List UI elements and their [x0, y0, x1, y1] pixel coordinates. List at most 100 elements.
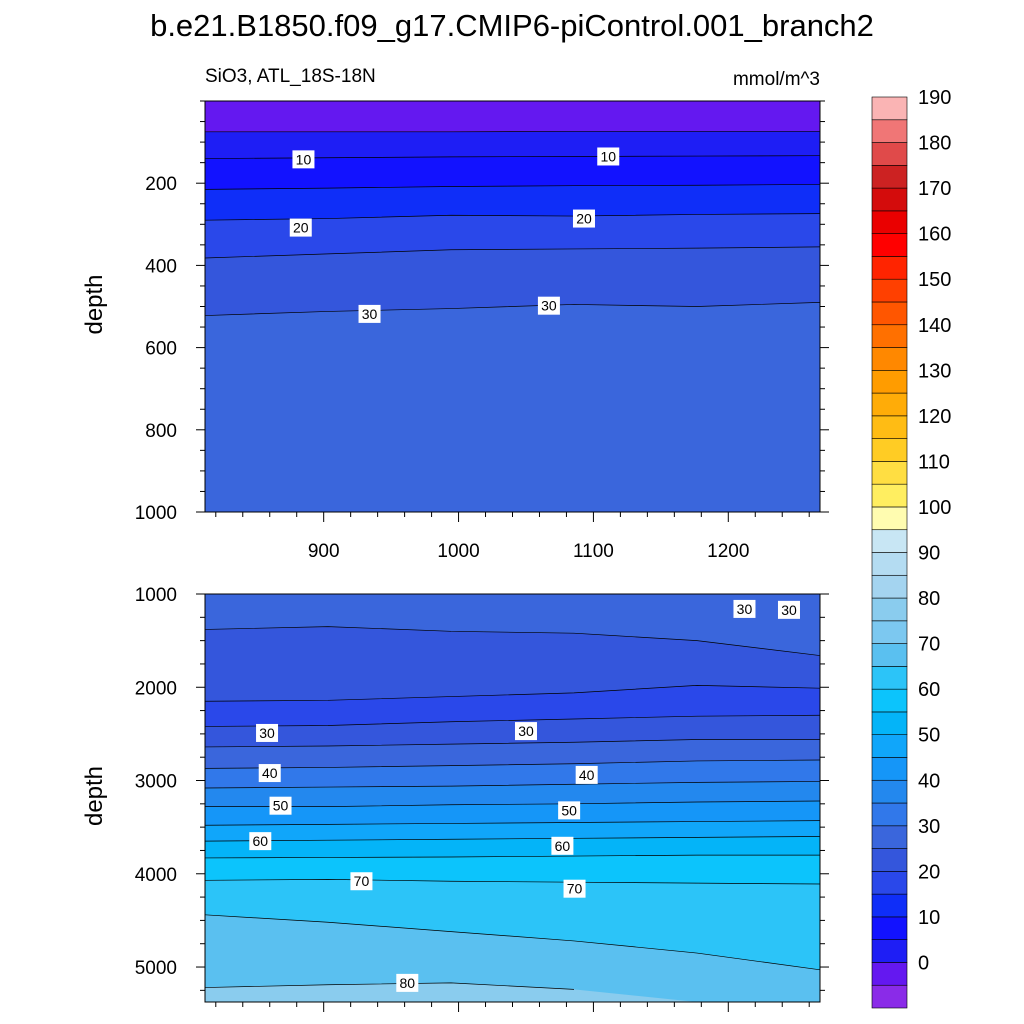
- colorbar-swatch: [871, 552, 908, 576]
- colorbar-swatch: [871, 688, 908, 713]
- contour-line-75: [204, 982, 575, 990]
- contour-label-text: 50: [273, 798, 289, 814]
- contour-band-0: [205, 101, 820, 132]
- colorbar-tick-label: 160: [918, 224, 951, 246]
- colorbar-swatch: [871, 324, 908, 348]
- colorbar-swatch: [871, 939, 908, 963]
- contour-label: 50: [558, 801, 581, 820]
- panel-lower: 30 30 30 30 40 40 50 50 60 60 70 70 80 1000 2000 3000 40…: [81, 585, 829, 1012]
- contour-label: 40: [575, 765, 598, 784]
- colorbar-swatch: [871, 962, 908, 986]
- colorbar-tick-label: 20: [918, 861, 940, 883]
- contour-label: 30: [537, 296, 560, 315]
- colorbar-swatch: [871, 392, 908, 417]
- contour-label-text: 40: [262, 765, 278, 781]
- colorbar-tick-label: 70: [918, 634, 940, 656]
- colorbar-swatch: [871, 96, 908, 121]
- y-tick-label: 200: [145, 174, 177, 195]
- contour-label: 20: [289, 218, 312, 237]
- colorbar-swatch: [871, 119, 908, 143]
- colorbar-tick-label: 150: [918, 269, 951, 291]
- chart-subtitle-left: SiO3, ATL_18S-18N: [205, 66, 376, 87]
- x-tick-label: 1000: [437, 541, 479, 562]
- chart-units-label: mmol/m^3: [733, 69, 820, 90]
- colorbar-tick-label: 130: [918, 360, 951, 382]
- contour-label-text: 70: [354, 873, 370, 889]
- y-axis-label: depth: [81, 274, 108, 334]
- y-tick-label: 3000: [135, 772, 177, 793]
- chart-panels: 10 10 20 20 30 30 200 400 600 800 1000 900 1000 1100 1…: [81, 100, 829, 1012]
- contour-label: 70: [563, 879, 586, 898]
- contour-label-text: 30: [362, 306, 378, 322]
- contour-line-40: [204, 781, 821, 789]
- y-tick-label: 400: [145, 256, 177, 277]
- colorbar-swatch: [871, 165, 908, 189]
- y-tick-label: 1000: [135, 503, 177, 524]
- contour-label-text: 70: [567, 881, 583, 897]
- contour-label: 60: [249, 832, 272, 851]
- contour-label: 60: [551, 836, 574, 855]
- colorbar-swatch: [871, 643, 908, 667]
- colorbar-tick-label: 180: [918, 133, 951, 155]
- contour-label-text: 80: [400, 975, 416, 991]
- colorbar-swatch: [871, 187, 908, 212]
- contour-label: 20: [572, 209, 595, 228]
- colorbar-swatch: [871, 779, 908, 804]
- contour-line-55: [204, 836, 821, 842]
- x-tick-label: 900: [308, 541, 340, 562]
- colorbar-tick-label: 170: [918, 178, 951, 200]
- y-tick-label: 4000: [135, 865, 177, 886]
- x-tick-label: 1200: [707, 541, 749, 562]
- contour-line-30: [204, 739, 820, 748]
- contour-label-text: 20: [576, 211, 592, 227]
- x-tick-label: 1100: [573, 541, 614, 562]
- contour-label: 50: [269, 796, 292, 815]
- colorbar-swatch: [871, 848, 908, 872]
- contour-label-text: 40: [579, 767, 595, 783]
- colorbar-swatch: [871, 757, 908, 781]
- contour-band-30: [205, 594, 820, 656]
- contour-line-25: [204, 246, 821, 259]
- colorbar-swatch: [871, 483, 908, 508]
- contour-label: 30: [514, 722, 537, 741]
- colorbar-tick-label: 140: [918, 315, 951, 337]
- colorbar-swatch: [871, 893, 908, 918]
- chart-title: b.e21.B1850.f09_g17.CMIP6-piControl.001_…: [150, 8, 874, 43]
- colorbar-tick-label: 90: [918, 543, 940, 565]
- colorbar-swatch: [871, 984, 908, 1009]
- contour-line-50: [204, 820, 821, 826]
- y-tick-label: 5000: [135, 958, 177, 979]
- contour-label-text: 20: [293, 220, 309, 236]
- colorbar-swatch: [871, 415, 908, 439]
- y-tick-label: 2000: [135, 678, 177, 699]
- colorbar-tick-label: 10: [918, 907, 940, 929]
- colorbar-swatch: [871, 916, 908, 940]
- colorbar-tick-label: 50: [918, 725, 940, 747]
- colorbar-tick-label: 190: [918, 87, 951, 109]
- contour-label-text: 60: [555, 838, 571, 854]
- contour-label-text: 60: [253, 833, 269, 849]
- colorbar-swatch: [871, 506, 908, 531]
- colorbar-swatch: [871, 711, 908, 735]
- colorbar-swatch: [871, 278, 908, 303]
- contour-label: 30: [777, 600, 800, 619]
- colorbar-swatch: [871, 529, 908, 553]
- contour-label: 30: [358, 304, 381, 323]
- contour-line-15: [204, 184, 821, 190]
- colorbar-swatch: [871, 438, 908, 462]
- contour-line-45: [205, 800, 821, 807]
- colorbar-swatch: [871, 825, 908, 849]
- contour-line-65: [204, 879, 821, 885]
- colorbar-swatch: [871, 461, 908, 485]
- contour-label: 30: [256, 723, 279, 742]
- contour-line-25: [204, 714, 821, 727]
- contour-line-60: [204, 854, 820, 859]
- colorbar-swatch: [871, 256, 908, 280]
- y-tick-label: 600: [145, 339, 177, 360]
- colorbar-swatch: [871, 871, 908, 895]
- colorbar-swatch: [871, 666, 908, 690]
- contour-label-text: 30: [781, 602, 797, 618]
- colorbar-swatch: [871, 301, 908, 326]
- colorbar-swatch: [871, 142, 908, 166]
- contour-label: 80: [396, 973, 419, 992]
